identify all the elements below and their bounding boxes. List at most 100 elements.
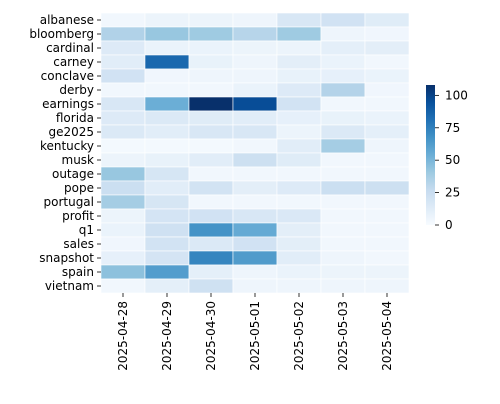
heatmap-cell <box>232 96 278 112</box>
heatmap-cell <box>188 82 234 98</box>
heatmap-cell <box>276 180 322 196</box>
heatmap-cell <box>276 236 322 252</box>
heatmap-cell <box>320 82 366 98</box>
y-tick-label: profit <box>62 209 94 223</box>
heatmap-cell <box>188 194 234 210</box>
heatmap-cell <box>320 152 366 168</box>
heatmap-cell <box>320 96 366 112</box>
heatmap-cell <box>276 40 322 56</box>
heatmap-cell <box>276 138 322 154</box>
heatmap-cell <box>100 278 146 294</box>
heatmap-cell <box>188 26 234 42</box>
heatmap-cell <box>188 96 234 112</box>
heatmap-cell <box>100 222 146 238</box>
x-tick-label: 2025-05-02 <box>292 301 306 371</box>
heatmap-cell <box>188 278 234 294</box>
heatmap-cell <box>364 124 410 140</box>
heatmap-cell <box>276 166 322 182</box>
x-tick-label: 2025-04-30 <box>204 301 218 371</box>
heatmap-cell <box>232 166 278 182</box>
heatmap-cell <box>320 54 366 70</box>
heatmap-cell <box>188 208 234 224</box>
heatmap-cell <box>364 152 410 168</box>
heatmap-cell <box>100 40 146 56</box>
heatmap-cell <box>144 222 190 238</box>
heatmap-cell <box>100 96 146 112</box>
heatmap-cell <box>232 152 278 168</box>
heatmap-cell <box>232 194 278 210</box>
heatmap-cell <box>232 68 278 84</box>
heatmap-cell <box>100 54 146 70</box>
heatmap-cell <box>100 152 146 168</box>
heatmap-cell <box>232 222 278 238</box>
heatmap-cell <box>364 278 410 294</box>
heatmap-cell <box>276 110 322 126</box>
colorbar-tick-label: 75 <box>445 121 460 135</box>
heatmap-cell <box>144 26 190 42</box>
heatmap-cell <box>276 68 322 84</box>
heatmap-cell <box>144 96 190 112</box>
heatmap-cell <box>276 96 322 112</box>
heatmap-cell <box>364 96 410 112</box>
heatmap-cell <box>144 236 190 252</box>
heatmap-cell <box>276 194 322 210</box>
y-tick-label: snapshot <box>39 251 94 265</box>
heatmap-cell <box>232 264 278 280</box>
heatmap-cell <box>188 166 234 182</box>
heatmap-cell <box>188 54 234 70</box>
y-tick-label: q1 <box>79 223 94 237</box>
heatmap-cell <box>320 208 366 224</box>
x-tick-label: 2025-04-29 <box>160 301 174 371</box>
heatmap-cell <box>364 40 410 56</box>
y-tick-label: vietnam <box>45 279 94 293</box>
heatmap-cell <box>364 26 410 42</box>
heatmap-cell <box>364 236 410 252</box>
heatmap-cell <box>232 236 278 252</box>
colorbar-ticks: 0 25 50 75 100 <box>435 88 468 232</box>
heatmap-cell <box>188 138 234 154</box>
heatmap-cell <box>276 222 322 238</box>
heatmap-cell <box>188 250 234 266</box>
heatmap-cell <box>188 222 234 238</box>
heatmap-cell <box>188 110 234 126</box>
y-tick-label: kentucky <box>40 139 94 153</box>
heatmap-cell <box>232 26 278 42</box>
y-tick-label: ge2025 <box>48 125 94 139</box>
heatmap-cell <box>144 12 190 28</box>
heatmap-cell <box>232 138 278 154</box>
heatmap-cell <box>144 68 190 84</box>
y-tick-label: pope <box>64 181 94 195</box>
colorbar-tick-label: 0 <box>445 218 453 232</box>
heatmap-cell <box>232 54 278 70</box>
heatmap-cell <box>320 180 366 196</box>
heatmap-cell <box>100 236 146 252</box>
heatmap-cell <box>232 208 278 224</box>
heatmap-cell <box>144 208 190 224</box>
y-tick-label: florida <box>56 111 94 125</box>
heatmap-cell <box>364 12 410 28</box>
x-tick-label: 2025-05-01 <box>248 301 262 371</box>
heatmap-cell <box>100 12 146 28</box>
x-tick-label: 2025-04-28 <box>116 301 130 371</box>
heatmap-cell <box>364 264 410 280</box>
heatmap-cell <box>100 250 146 266</box>
heatmap-cell <box>320 236 366 252</box>
colorbar-tick-label: 25 <box>445 186 460 200</box>
heatmap-cell <box>364 110 410 126</box>
heatmap-cell <box>276 264 322 280</box>
heatmap-cell <box>144 138 190 154</box>
y-tick-label: conclave <box>41 69 94 83</box>
heatmap-cell <box>276 152 322 168</box>
heatmap-cell <box>276 54 322 70</box>
heatmap-cell <box>100 82 146 98</box>
y-tick-label: portugal <box>43 195 94 209</box>
heatmap-cell <box>188 180 234 196</box>
heatmap-cell <box>100 124 146 140</box>
heatmap-cell <box>100 110 146 126</box>
heatmap-cell <box>364 208 410 224</box>
x-tick-labels: 2025-04-28 2025-04-29 2025-04-30 2025-05-01… <box>116 293 394 371</box>
heatmap-cell <box>144 152 190 168</box>
heatmap-cell <box>320 222 366 238</box>
heatmap-cell <box>188 12 234 28</box>
heatmap-cell <box>364 222 410 238</box>
